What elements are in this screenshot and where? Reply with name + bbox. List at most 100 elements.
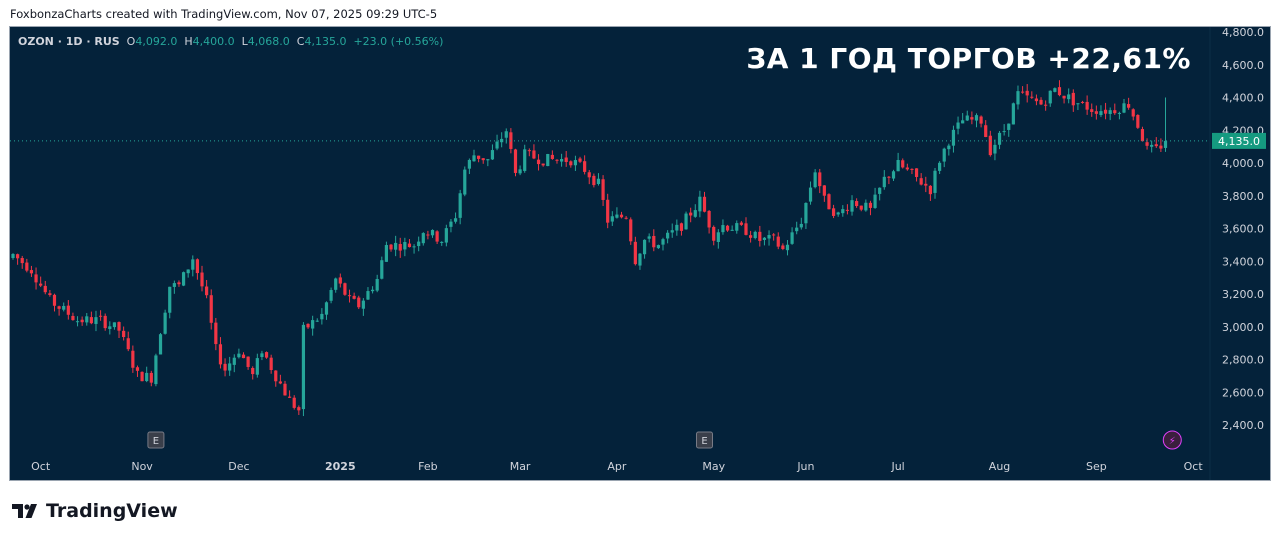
candle-body	[343, 283, 347, 295]
x-tick-label: Mar	[510, 460, 531, 473]
candle-body	[739, 222, 743, 225]
candle-body	[329, 290, 333, 301]
candle-body	[878, 187, 882, 194]
candle-body	[117, 322, 121, 331]
candle-body	[914, 168, 919, 177]
logo-text: TradingView	[46, 500, 178, 522]
candle-body	[679, 223, 684, 231]
candle-body	[352, 295, 356, 299]
candle-body	[417, 241, 421, 247]
candle-body	[191, 259, 195, 270]
candle-body	[587, 172, 591, 178]
candle-body	[11, 254, 15, 259]
candle-body	[938, 162, 942, 171]
candle-body	[495, 141, 499, 149]
candle-body	[1159, 145, 1163, 149]
candle-body	[223, 363, 227, 371]
candle-body	[822, 185, 826, 196]
candle-body	[721, 225, 725, 233]
candle-body	[334, 278, 338, 290]
low-value: 4,068.0	[247, 35, 290, 48]
y-tick-label: 3,400.0	[1222, 255, 1264, 268]
open-label: O	[126, 35, 136, 48]
candle-body	[1127, 104, 1131, 108]
candle-body	[647, 236, 651, 239]
candle-body	[347, 295, 352, 297]
candle-body	[481, 158, 485, 161]
candle-body	[725, 225, 730, 231]
candle-body	[675, 224, 679, 231]
candle-body	[16, 254, 20, 259]
candle-body	[965, 115, 969, 121]
candle-body	[154, 355, 158, 385]
candle-body	[453, 218, 458, 222]
candle-body	[606, 199, 610, 223]
candle-body	[546, 154, 550, 167]
candle-body	[490, 150, 495, 160]
candle-body	[550, 154, 554, 159]
candle-body	[1044, 104, 1048, 106]
candle-body	[749, 235, 753, 238]
candle-body	[241, 354, 246, 359]
candle-body	[836, 212, 840, 215]
candle-body	[518, 169, 522, 174]
candle-body	[232, 357, 236, 365]
candle-body	[527, 150, 531, 152]
earnings-marker-label: E	[153, 436, 159, 447]
candle-body	[855, 201, 859, 207]
tradingview-logo-icon	[12, 504, 37, 518]
candle-body	[781, 245, 785, 249]
candle-body	[744, 223, 748, 235]
candle-body	[813, 172, 817, 188]
earnings-marker-icon	[696, 431, 713, 449]
candle-body	[956, 122, 960, 129]
high-label: H	[184, 35, 193, 48]
candle-body	[394, 242, 398, 250]
tradingview-logo[interactable]: TradingView	[12, 500, 178, 522]
candle-body	[311, 320, 315, 329]
candle-body	[1071, 92, 1075, 106]
candle-body	[380, 260, 384, 279]
x-tick-label: Jul	[890, 460, 904, 473]
candle-body	[237, 353, 241, 358]
candle-body	[564, 157, 568, 162]
candle-body	[629, 219, 633, 242]
candle-body	[218, 344, 223, 365]
candle-body	[785, 244, 790, 251]
candle-body	[1067, 94, 1071, 100]
candle-body	[403, 241, 407, 250]
candle-body	[228, 363, 232, 371]
candle-body	[864, 202, 868, 211]
candle-body	[910, 168, 914, 170]
x-tick-label: 2025	[325, 460, 356, 473]
candle-body	[928, 185, 932, 195]
candle-body	[440, 241, 444, 243]
candle-body	[799, 223, 803, 228]
candle-body	[504, 131, 508, 138]
last-price-badge	[1212, 132, 1266, 149]
candle-body	[398, 244, 402, 251]
candle-body	[933, 170, 937, 193]
candle-body	[804, 202, 808, 224]
open-value: 4,092.0	[135, 35, 178, 48]
candle-body	[195, 259, 199, 274]
candle-body	[716, 232, 720, 242]
candle-body	[735, 223, 739, 231]
candle-body	[707, 210, 711, 228]
y-tick-label: 2,800.0	[1222, 354, 1264, 367]
symbol-label[interactable]: OZON · 1D · RUS	[18, 35, 120, 48]
x-tick-label: Apr	[607, 460, 627, 473]
candle-body	[988, 135, 992, 156]
candle-body	[444, 228, 448, 243]
candle-body	[205, 286, 209, 296]
candle-body	[1062, 95, 1066, 99]
y-tick-label: 3,800.0	[1222, 190, 1264, 203]
candle-body	[776, 236, 780, 247]
candle-body	[246, 356, 250, 367]
candle-body	[942, 148, 946, 162]
candle-body	[158, 334, 163, 355]
candle-body	[172, 283, 176, 287]
candle-body	[131, 350, 135, 368]
candle-body	[361, 300, 365, 309]
